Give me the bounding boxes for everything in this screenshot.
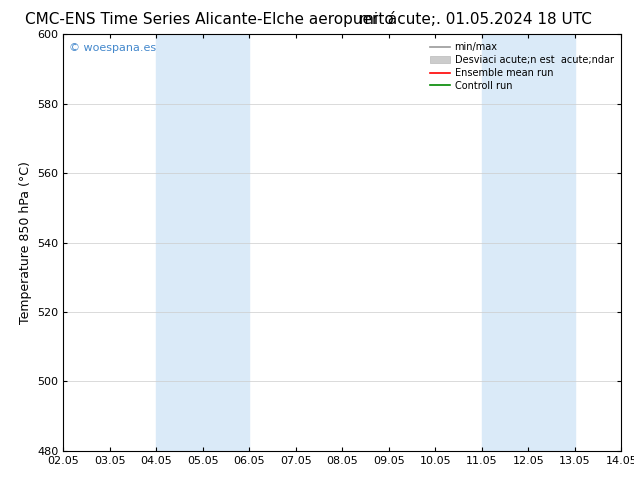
Bar <box>482 34 575 451</box>
Legend: min/max, Desviaci acute;n est  acute;ndar, Ensemble mean run, Controll run: min/max, Desviaci acute;n est acute;ndar… <box>427 39 616 94</box>
Y-axis label: Temperature 850 hPa (°C): Temperature 850 hPa (°C) <box>19 161 32 324</box>
Text: © woespana.es: © woespana.es <box>69 43 156 52</box>
Text: mi  ácute;. 01.05.2024 18 UTC: mi ácute;. 01.05.2024 18 UTC <box>359 12 592 27</box>
Bar <box>157 34 249 451</box>
Text: CMC-ENS Time Series Alicante-Elche aeropuerto: CMC-ENS Time Series Alicante-Elche aerop… <box>25 12 394 27</box>
